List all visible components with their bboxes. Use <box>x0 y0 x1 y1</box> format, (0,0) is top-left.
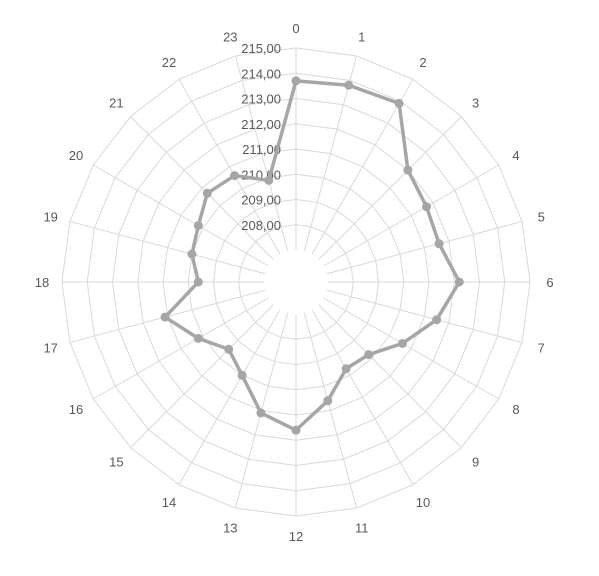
tick-label: 214,00 <box>241 66 281 81</box>
data-point-1 <box>345 81 353 89</box>
tick-label: 215,00 <box>241 41 281 56</box>
category-label: 21 <box>109 95 123 110</box>
data-point-20 <box>194 222 202 230</box>
category-label: 23 <box>223 30 237 45</box>
data-point-6 <box>455 278 463 286</box>
data-point-18 <box>194 278 202 286</box>
data-point-17 <box>161 313 169 321</box>
data-point-21 <box>203 189 211 197</box>
tick-label: 209,00 <box>241 193 281 208</box>
category-label: 19 <box>43 209 57 224</box>
category-label: 1 <box>358 30 365 45</box>
series-line <box>165 81 459 430</box>
category-label: 22 <box>162 55 176 70</box>
radial-tick-labels: 208,00209,00210,00211,00212,00213,00214,… <box>241 41 281 233</box>
category-label: 14 <box>162 495 176 510</box>
category-label: 12 <box>289 529 303 544</box>
spoke-21 <box>131 117 274 260</box>
category-label: 6 <box>546 275 553 290</box>
data-point-4 <box>422 203 430 211</box>
category-label: 2 <box>419 55 426 70</box>
data-point-15 <box>225 345 233 353</box>
data-point-3 <box>404 166 412 174</box>
category-label: 13 <box>223 520 237 535</box>
category-label: 8 <box>512 402 519 417</box>
category-label: 16 <box>69 402 83 417</box>
data-point-10 <box>342 365 350 373</box>
spoke-3 <box>319 117 462 260</box>
data-point-9 <box>365 351 373 359</box>
data-point-12 <box>292 426 300 434</box>
tick-label: 213,00 <box>241 92 281 107</box>
category-label: 5 <box>538 209 545 224</box>
data-point-14 <box>238 371 246 379</box>
data-point-2 <box>395 99 403 107</box>
category-label: 7 <box>538 341 545 356</box>
data-point-0 <box>292 77 300 85</box>
data-point-13 <box>257 409 265 417</box>
data-point-7 <box>433 316 441 324</box>
data-point-8 <box>398 339 406 347</box>
data-point-22 <box>231 172 239 180</box>
data-point-16 <box>194 334 202 342</box>
data-point-23 <box>265 176 273 184</box>
spoke-15 <box>131 305 274 448</box>
data-point-5 <box>435 240 443 248</box>
category-label: 3 <box>472 95 479 110</box>
category-label: 20 <box>69 148 83 163</box>
category-label: 9 <box>472 455 479 470</box>
category-label: 18 <box>35 275 49 290</box>
data-point-19 <box>188 250 196 258</box>
category-label: 11 <box>355 520 369 535</box>
category-label: 0 <box>292 21 299 36</box>
tick-label: 212,00 <box>241 117 281 132</box>
category-label: 17 <box>43 341 57 356</box>
category-label: 15 <box>109 455 123 470</box>
data-point-11 <box>324 397 332 405</box>
category-label: 4 <box>512 148 519 163</box>
category-label: 10 <box>416 495 430 510</box>
tick-label: 208,00 <box>241 218 281 233</box>
